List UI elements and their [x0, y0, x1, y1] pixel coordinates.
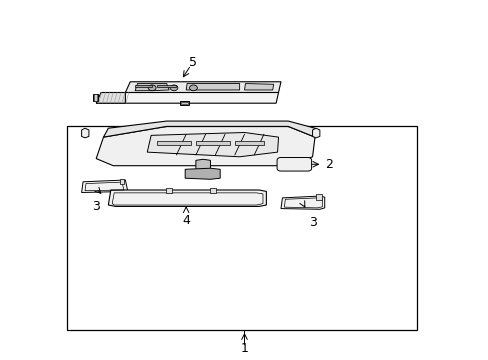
- Polygon shape: [196, 141, 229, 145]
- Polygon shape: [186, 84, 239, 90]
- Polygon shape: [312, 128, 319, 138]
- Polygon shape: [96, 93, 125, 103]
- Polygon shape: [96, 93, 278, 103]
- Polygon shape: [81, 180, 127, 193]
- Text: 3: 3: [308, 216, 316, 229]
- Polygon shape: [244, 84, 273, 90]
- Polygon shape: [119, 179, 123, 184]
- Text: 3: 3: [92, 200, 100, 213]
- Polygon shape: [125, 82, 281, 93]
- Polygon shape: [135, 84, 169, 91]
- Polygon shape: [180, 102, 188, 105]
- Polygon shape: [316, 194, 322, 200]
- Polygon shape: [185, 168, 220, 179]
- Polygon shape: [157, 141, 191, 145]
- Polygon shape: [281, 196, 324, 209]
- Text: 5: 5: [189, 55, 197, 69]
- Polygon shape: [165, 188, 171, 193]
- Polygon shape: [93, 94, 98, 102]
- Polygon shape: [108, 190, 266, 206]
- Polygon shape: [210, 188, 216, 193]
- Polygon shape: [147, 132, 278, 157]
- Bar: [67, 126, 416, 330]
- Polygon shape: [81, 128, 89, 138]
- Polygon shape: [234, 141, 264, 145]
- Text: 2: 2: [324, 158, 332, 171]
- Circle shape: [148, 85, 156, 91]
- Circle shape: [189, 85, 197, 91]
- Polygon shape: [157, 85, 176, 87]
- Polygon shape: [181, 102, 187, 104]
- Polygon shape: [96, 126, 314, 166]
- Polygon shape: [196, 159, 210, 170]
- Circle shape: [170, 85, 178, 91]
- Polygon shape: [135, 85, 152, 87]
- FancyBboxPatch shape: [277, 157, 311, 171]
- Text: 1: 1: [240, 342, 248, 355]
- Polygon shape: [94, 94, 97, 101]
- Text: 4: 4: [182, 214, 190, 227]
- Polygon shape: [103, 121, 314, 137]
